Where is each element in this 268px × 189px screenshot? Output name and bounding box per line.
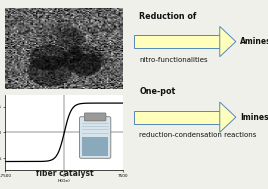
FancyBboxPatch shape xyxy=(84,113,106,121)
Polygon shape xyxy=(220,26,236,57)
Text: Reduction of: Reduction of xyxy=(139,12,197,21)
Text: One-pot: One-pot xyxy=(139,87,176,96)
Text: reduction-condensation reactions: reduction-condensation reactions xyxy=(139,132,257,138)
Bar xyxy=(82,136,108,156)
Text: Amines: Amines xyxy=(240,37,268,46)
X-axis label: H(Oe): H(Oe) xyxy=(58,179,71,183)
Bar xyxy=(134,35,220,48)
Polygon shape xyxy=(220,102,236,132)
Text: nitro-functionalities: nitro-functionalities xyxy=(139,57,208,63)
Text: Imines: Imines xyxy=(240,113,268,122)
Text: Lamellar Ni/Al-SBA-15
fiber catalyst: Lamellar Ni/Al-SBA-15 fiber catalyst xyxy=(17,158,111,178)
FancyBboxPatch shape xyxy=(79,117,111,158)
Bar xyxy=(134,111,220,124)
